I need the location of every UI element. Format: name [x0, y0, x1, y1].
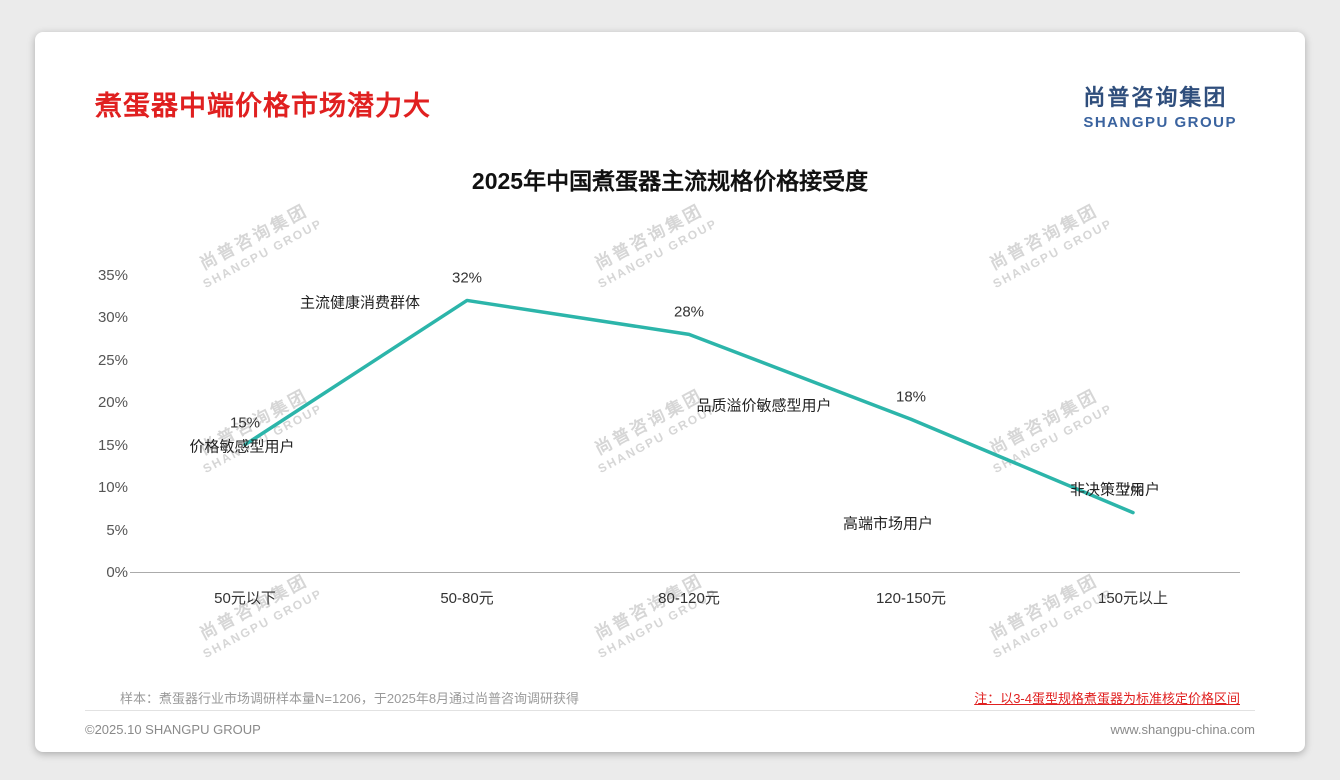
data-point-label: 15%	[229, 414, 261, 432]
y-axis-label: 25%	[97, 351, 128, 369]
footer-website: www.shangpu-china.com	[1110, 722, 1255, 737]
y-axis-label: 10%	[97, 479, 128, 497]
footer-copyright: ©2025.10 SHANGPU GROUP	[85, 722, 261, 737]
data-point-label: 18%	[895, 388, 927, 406]
x-axis-line	[130, 572, 1240, 573]
x-axis-label: 80-120元	[658, 590, 720, 607]
x-axis-label: 150元以上	[1097, 590, 1169, 607]
data-point-label: 7%	[1122, 482, 1144, 500]
logo-chinese-text: 尚普咨询集团	[1083, 85, 1228, 110]
slide-card: 煮蛋器中端价格市场潜力大 尚普咨询集团 SHANGPU GROUP 2025年中…	[35, 32, 1305, 752]
x-axis-label: 50-80元	[440, 590, 494, 607]
chart-annotation: 主流健康消费群体	[299, 294, 421, 312]
company-logo: 尚普咨询集团 SHANGPU GROUP	[1083, 80, 1237, 131]
chart-title: 2025年中国煮蛋器主流规格价格接受度	[471, 168, 869, 194]
y-axis: 0% 5% 10% 15% 20% 25% 30% 35%	[90, 247, 128, 587]
y-axis-label: 5%	[106, 521, 128, 539]
price-acceptance-line	[243, 298, 1135, 515]
chart-annotation: 高端市场用户	[842, 515, 934, 533]
page-title: 煮蛋器中端价格市场潜力大	[95, 91, 431, 121]
data-point-label: 32%	[451, 269, 483, 287]
y-axis-label: 30%	[97, 309, 128, 327]
y-axis-label: 20%	[97, 394, 128, 412]
chart-annotation: 品质溢价敏感型用户	[696, 397, 832, 415]
footer: ©2025.10 SHANGPU GROUP www.shangpu-china…	[85, 710, 1255, 737]
y-axis-label: 0%	[106, 564, 128, 581]
data-point-label: 28%	[673, 303, 705, 321]
x-axis-label: 50元以下	[214, 590, 276, 607]
sample-note: 样本：煮蛋器行业市场调研样本量N=1206，于2025年8月通过尚普咨询调研获得	[120, 691, 580, 706]
remark-note: 注：以3-4蛋型规格煮蛋器为标准核定价格区间	[974, 691, 1240, 706]
chart-annotation: 非决策型用户	[1069, 481, 1161, 499]
chart-area: 0% 5% 10% 15% 20% 25% 30% 35% 15% 32% 28% 18% 7% 价格…	[90, 247, 1250, 667]
x-axis-label: 120-150元	[875, 590, 947, 607]
line-chart-svg	[243, 298, 1135, 515]
y-axis-label: 15%	[97, 436, 128, 454]
chart-annotation: 价格敏感型用户	[189, 438, 295, 456]
chart-plot-area: 15% 32% 28% 18% 7% 价格敏感型用户 主流健康消费群体品质溢价敏感型用户高…	[130, 247, 1240, 647]
logo-english-text: SHANGPU GROUP	[1083, 114, 1237, 131]
y-axis-label: 35%	[97, 267, 128, 284]
